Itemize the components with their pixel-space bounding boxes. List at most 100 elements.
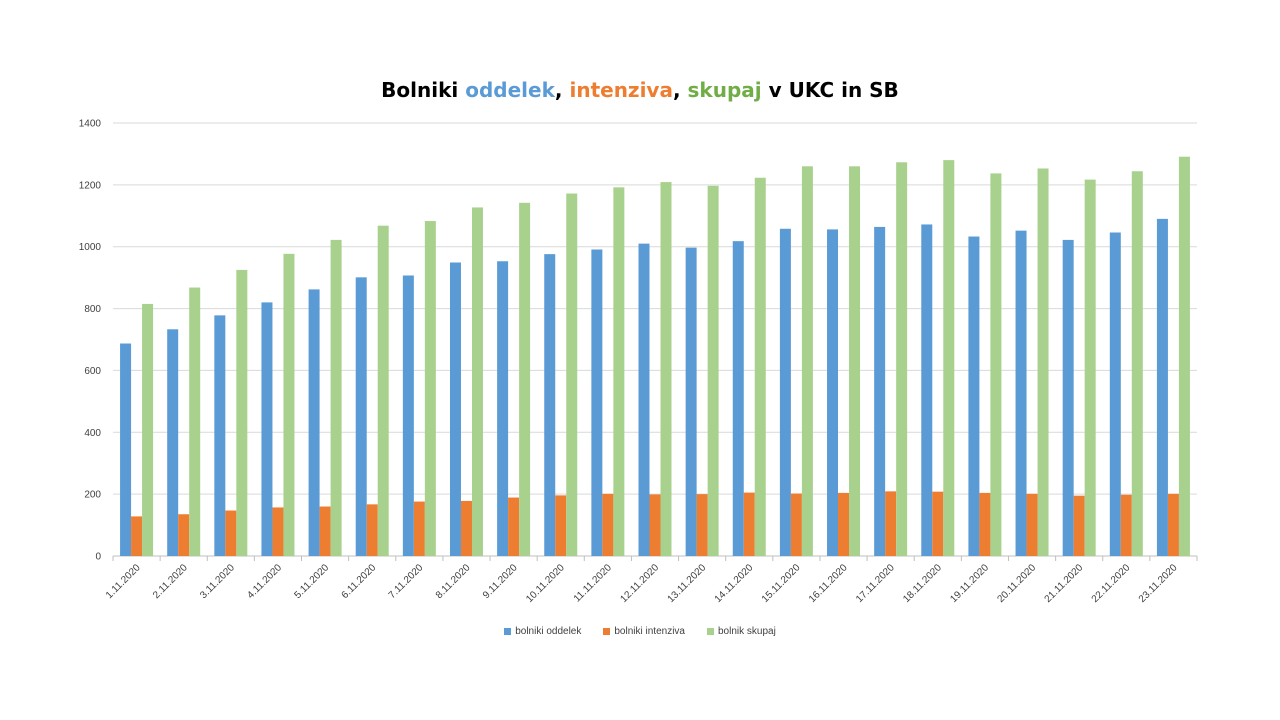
x-tick-label: 7.11.2020 [387, 562, 426, 601]
bar-bolniki-intenziva [178, 514, 190, 556]
bar-bolniki-intenziva [555, 495, 567, 556]
bar-bolnik-skupaj [754, 177, 766, 556]
y-tick-label: 600 [84, 366, 101, 377]
x-tick-label: 2.11.2020 [151, 562, 190, 601]
bar-bolniki-oddelek [779, 228, 791, 557]
bar-bolniki-intenziva [790, 493, 802, 556]
x-tick-label: 16.11.2020 [807, 562, 850, 605]
bar-bolniki-oddelek [214, 315, 226, 556]
bar-bolnik-skupaj [330, 239, 342, 556]
legend-item: bolnik skupaj [706, 626, 776, 637]
legend-swatch [504, 628, 512, 635]
title-part: skupaj [687, 78, 762, 102]
bar-bolniki-oddelek [827, 229, 839, 556]
bar-bolnik-skupaj [236, 269, 248, 556]
bar-bolnik-skupaj [519, 202, 531, 556]
legend-item: bolniki intenziva [603, 626, 685, 637]
title-part: Bolniki [381, 78, 466, 102]
y-tick-label: 800 [84, 304, 101, 315]
bar-bolniki-oddelek [968, 236, 980, 556]
bar-bolniki-oddelek [544, 254, 556, 556]
bar-bolniki-oddelek [1062, 239, 1074, 556]
bar-bolnik-skupaj [471, 207, 483, 556]
bar-bolniki-oddelek [355, 277, 367, 556]
bar-bolnik-skupaj [613, 187, 625, 556]
y-tick-label: 1200 [79, 180, 102, 191]
bar-bolniki-oddelek [1015, 230, 1027, 557]
bar-bolnik-skupaj [1178, 156, 1190, 556]
x-tick-label: 18.11.2020 [901, 562, 944, 605]
y-tick-label: 1000 [79, 242, 102, 253]
bar-bolnik-skupaj [283, 253, 295, 556]
bar-bolniki-intenziva [1026, 493, 1038, 556]
bar-bolnik-skupaj [896, 162, 908, 556]
bar-bolniki-intenziva [885, 491, 897, 556]
bar-bolnik-skupaj [1037, 168, 1049, 556]
bar-bolniki-intenziva [131, 516, 143, 556]
legend-swatch [706, 628, 714, 635]
bar-bolnik-skupaj [377, 225, 389, 556]
bar-bolniki-intenziva [602, 493, 614, 556]
x-tick-label: 15.11.2020 [760, 562, 803, 605]
bar-bolnik-skupaj [1084, 179, 1096, 556]
y-tick-label: 0 [95, 552, 101, 563]
bar-bolniki-intenziva [319, 506, 331, 556]
bar-bolnik-skupaj [849, 166, 861, 557]
bar-bolniki-intenziva [225, 510, 237, 556]
title-part: v UKC in SB [761, 78, 899, 102]
x-tick-label: 20.11.2020 [996, 562, 1039, 605]
bar-bolniki-oddelek [874, 226, 886, 557]
bar-bolniki-intenziva [743, 492, 755, 556]
bar-bolniki-oddelek [120, 343, 132, 556]
bar-bolnik-skupaj [990, 173, 1002, 556]
y-tick-label: 400 [84, 428, 101, 439]
bar-bolniki-oddelek [497, 261, 509, 556]
legend-swatch [603, 628, 611, 635]
x-tick-label: 11.11.2020 [572, 562, 614, 604]
y-axis: 0 200 400 600 800 1000 1200 1400 [79, 119, 102, 563]
bar-bolniki-intenziva [272, 507, 284, 556]
bar-bolniki-intenziva [1167, 493, 1179, 556]
bar-bolnik-skupaj [707, 185, 719, 556]
bar-bolniki-intenziva [366, 504, 378, 556]
bar-bolnik-skupaj [424, 221, 436, 556]
bars [120, 156, 1190, 557]
x-tick-label: 13.11.2020 [666, 562, 709, 605]
bar-bolniki-intenziva [838, 492, 850, 556]
title-part: intenziva [569, 78, 673, 102]
x-axis: 1.11.2020 2.11.2020 3.11.2020 4.11.2020 5.11… [104, 556, 1198, 605]
bar-bolniki-oddelek [308, 289, 320, 556]
bar-bolniki-oddelek [1156, 218, 1168, 556]
x-tick-label: 10.11.2020 [524, 562, 567, 605]
bar-bolniki-oddelek [261, 302, 273, 556]
legend-label: bolniki intenziva [614, 626, 685, 637]
bar-bolniki-intenziva [1073, 495, 1085, 556]
title-part: , [672, 78, 688, 102]
x-tick-label: 21.11.2020 [1043, 562, 1086, 605]
x-tick-label: 22.11.2020 [1090, 562, 1133, 605]
x-tick-label: 8.11.2020 [434, 562, 473, 601]
bar-bolniki-oddelek [685, 247, 697, 556]
bar-bolniki-oddelek [638, 243, 650, 556]
x-tick-label: 9.11.2020 [481, 562, 520, 601]
x-tick-label: 5.11.2020 [292, 562, 331, 601]
bar-bolnik-skupaj [1131, 171, 1143, 556]
x-tick-label: 23.11.2020 [1137, 562, 1180, 605]
y-tick-label: 1400 [79, 119, 102, 130]
bar-bolnik-skupaj [189, 287, 201, 556]
bar-bolniki-intenziva [932, 491, 944, 556]
bar-bolniki-intenziva [696, 494, 708, 556]
bar-bolniki-oddelek [921, 224, 933, 556]
bar-bolnik-skupaj [801, 166, 813, 557]
legend: bolniki oddelek bolniki intenziva bolnik s… [0, 626, 1280, 637]
x-tick-label: 3.11.2020 [198, 562, 237, 601]
bar-bolniki-oddelek [732, 241, 744, 556]
bar-bolniki-oddelek [449, 262, 461, 556]
bar-bolniki-intenziva [413, 501, 425, 556]
bar-bolniki-intenziva [979, 492, 991, 556]
x-tick-label: 6.11.2020 [340, 562, 379, 601]
grid-lines [113, 122, 1197, 557]
title-part: oddelek [465, 78, 555, 102]
x-tick-label: 14.11.2020 [713, 562, 756, 605]
